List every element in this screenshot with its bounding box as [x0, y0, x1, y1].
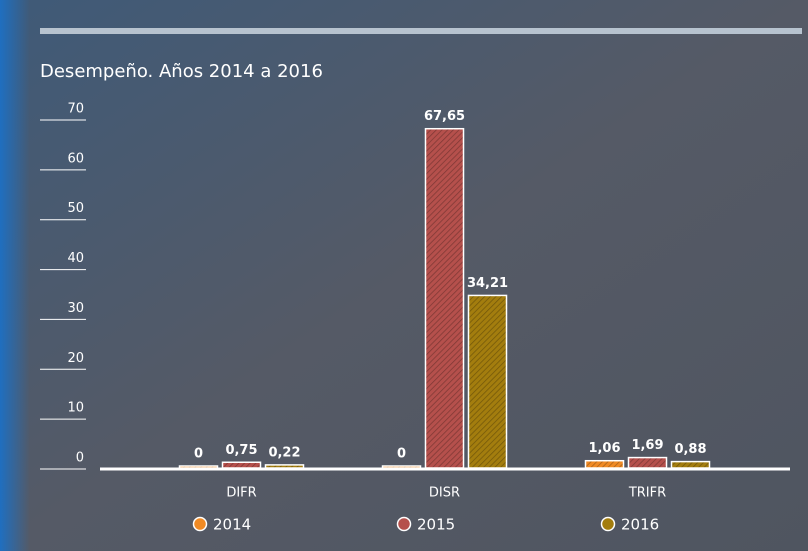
bar — [670, 460, 711, 469]
x-tick-label: DISR — [429, 486, 460, 501]
bar — [627, 456, 668, 469]
value-label: 0,75 — [225, 443, 257, 458]
value-label: 1,06 — [588, 441, 620, 456]
value-label: 0,22 — [268, 445, 300, 460]
value-label: 0 — [397, 447, 406, 462]
bar — [178, 465, 219, 469]
chart-title: Desempeño. Años 2014 a 2016 — [40, 61, 323, 82]
header-bar — [40, 28, 802, 34]
y-tick-label: 60 — [67, 151, 84, 166]
x-tick-label: DIFR — [226, 486, 256, 501]
value-label: 0,88 — [674, 442, 706, 457]
bar — [221, 461, 262, 469]
legend-label: 2015 — [417, 516, 455, 534]
legend-label: 2014 — [213, 516, 251, 534]
legend-label: 2016 — [621, 516, 659, 534]
value-label: 67,65 — [424, 109, 465, 124]
y-tick-label: 30 — [67, 301, 84, 316]
x-tick-label: TRIFR — [628, 486, 666, 501]
bar — [264, 464, 305, 469]
legend-marker — [600, 516, 616, 532]
bar — [584, 459, 625, 469]
value-label: 34,21 — [467, 276, 508, 291]
value-label: 1,69 — [631, 438, 663, 453]
y-tick-label: 10 — [67, 401, 84, 416]
background-edge — [0, 0, 30, 551]
bar — [424, 127, 465, 469]
y-tick-label: 20 — [67, 351, 84, 366]
y-tick-label: 40 — [67, 251, 84, 266]
bar — [467, 294, 508, 469]
legend-marker — [192, 516, 208, 532]
legend-marker — [396, 516, 412, 532]
y-tick-label: 50 — [67, 201, 84, 216]
value-label: 0 — [194, 447, 203, 462]
y-tick-label: 0 — [76, 451, 84, 466]
y-tick-label: 70 — [67, 102, 84, 117]
bar — [381, 465, 422, 469]
